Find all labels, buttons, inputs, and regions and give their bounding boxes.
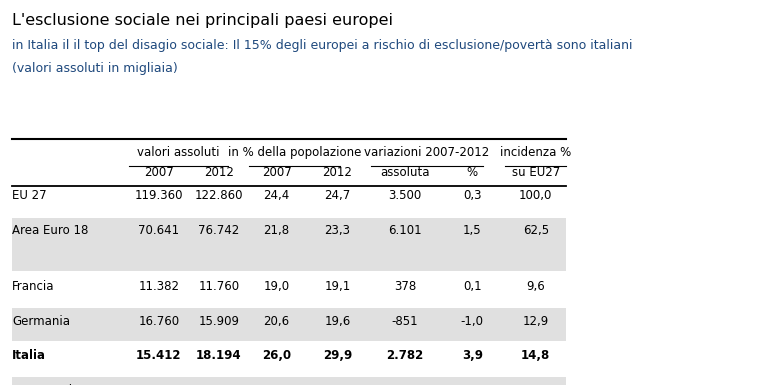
Text: Regno Unito: Regno Unito xyxy=(12,384,84,385)
Text: 22,6: 22,6 xyxy=(264,384,290,385)
Text: 13.527: 13.527 xyxy=(138,384,179,385)
Text: 1,5: 1,5 xyxy=(463,224,482,237)
Text: 2007: 2007 xyxy=(144,166,174,179)
Text: 14,8: 14,8 xyxy=(521,349,550,362)
Text: 21,8: 21,8 xyxy=(264,224,290,237)
Text: 2007: 2007 xyxy=(261,166,292,179)
Text: incidenza %: incidenza % xyxy=(500,146,572,159)
Text: 122.860: 122.860 xyxy=(195,189,243,203)
Text: 2.782: 2.782 xyxy=(386,349,424,362)
Text: L'esclusione sociale nei principali paesi europei: L'esclusione sociale nei principali paes… xyxy=(12,13,393,28)
Text: Germania: Germania xyxy=(12,315,70,328)
Text: 378: 378 xyxy=(394,280,416,293)
Text: 26,0: 26,0 xyxy=(262,349,291,362)
Text: 19,6: 19,6 xyxy=(325,315,350,328)
Text: 3,9: 3,9 xyxy=(462,349,483,362)
Text: 0,3: 0,3 xyxy=(463,189,482,203)
Text: 15.909: 15.909 xyxy=(198,315,239,328)
Text: 76.742: 76.742 xyxy=(198,224,239,237)
Text: 24,4: 24,4 xyxy=(264,189,290,203)
Text: 119.360: 119.360 xyxy=(135,189,183,203)
Text: %: % xyxy=(467,166,478,179)
Text: 23,3: 23,3 xyxy=(325,224,350,237)
Text: 19,0: 19,0 xyxy=(264,280,290,293)
Text: -851: -851 xyxy=(391,315,419,328)
Text: Area Euro 18: Area Euro 18 xyxy=(12,224,88,237)
Text: 15.078: 15.078 xyxy=(198,384,239,385)
Text: 70.641: 70.641 xyxy=(138,224,179,237)
Text: 62,5: 62,5 xyxy=(523,224,549,237)
Text: in Italia il il top del disagio sociale: Il 15% degli europei a rischio di esclu: in Italia il il top del disagio sociale:… xyxy=(12,38,632,52)
Text: assoluta: assoluta xyxy=(380,166,430,179)
Text: Italia: Italia xyxy=(12,349,46,362)
Text: valori assoluti: valori assoluti xyxy=(138,146,220,159)
Text: 12,3: 12,3 xyxy=(523,384,549,385)
Text: 15.412: 15.412 xyxy=(136,349,182,362)
Text: 24,1: 24,1 xyxy=(325,384,350,385)
Text: 24,7: 24,7 xyxy=(325,189,350,203)
Text: 11.760: 11.760 xyxy=(198,280,239,293)
Text: 1,5: 1,5 xyxy=(463,384,482,385)
Text: 20,6: 20,6 xyxy=(264,315,290,328)
Text: Francia: Francia xyxy=(12,280,55,293)
Text: 1.551: 1.551 xyxy=(388,384,422,385)
Text: 0,1: 0,1 xyxy=(463,280,482,293)
Text: 11.382: 11.382 xyxy=(138,280,179,293)
Text: 100,0: 100,0 xyxy=(519,189,553,203)
Text: 29,9: 29,9 xyxy=(323,349,352,362)
Text: su EU27: su EU27 xyxy=(511,166,560,179)
Text: 2012: 2012 xyxy=(204,166,234,179)
Text: 18.194: 18.194 xyxy=(196,349,242,362)
Text: 16.760: 16.760 xyxy=(138,315,179,328)
Text: -1,0: -1,0 xyxy=(461,315,484,328)
Text: 9,6: 9,6 xyxy=(527,280,545,293)
Text: 2012: 2012 xyxy=(322,166,353,179)
Text: 3.500: 3.500 xyxy=(388,189,422,203)
Text: (valori assoluti in migliaia): (valori assoluti in migliaia) xyxy=(12,62,178,75)
Text: 19,1: 19,1 xyxy=(325,280,350,293)
Text: variazioni 2007-2012: variazioni 2007-2012 xyxy=(364,146,489,159)
Text: EU 27: EU 27 xyxy=(12,189,47,203)
Text: 12,9: 12,9 xyxy=(523,315,549,328)
Text: in % della popolazione: in % della popolazione xyxy=(228,146,362,159)
Text: 6.101: 6.101 xyxy=(388,224,422,237)
